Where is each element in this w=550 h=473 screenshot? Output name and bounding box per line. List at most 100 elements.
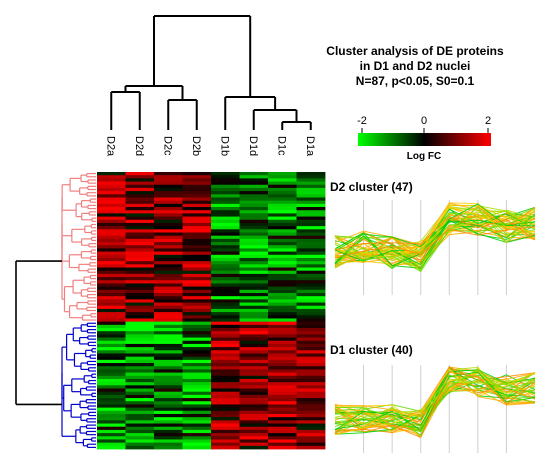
heatmap-cell [239, 210, 269, 214]
heatmap-cell [296, 343, 326, 348]
heatmap-cell [182, 267, 212, 272]
heatmap-cell [211, 407, 240, 412]
heatmap-cell [97, 413, 126, 418]
heatmap-cell [125, 439, 155, 444]
heatmap-cell [239, 420, 269, 424]
heatmap-cell [182, 445, 212, 450]
heatmap-cell [97, 187, 126, 192]
heatmap-cell [97, 267, 126, 272]
heatmap-cell [211, 181, 240, 186]
heatmap-cell [125, 299, 155, 303]
heatmap-cell [268, 229, 297, 233]
heatmap-cell [154, 366, 183, 370]
heatmap-cell [125, 245, 155, 249]
heatmap-cell [296, 261, 326, 265]
heatmap-cell [154, 324, 183, 329]
heatmap-cell [211, 210, 240, 214]
heatmap-cell [268, 328, 297, 332]
heatmap-cell [154, 226, 183, 230]
heatmap-cell [268, 356, 297, 361]
heatmap-cell [125, 388, 155, 393]
heatmap-cell [154, 417, 183, 421]
heatmap-cell [154, 410, 183, 415]
heatmap-cell [182, 391, 212, 396]
heatmap-cell [211, 257, 240, 262]
heatmap-cell [182, 226, 212, 230]
heatmap-cell [154, 331, 183, 335]
heatmap-cell [211, 420, 240, 424]
heatmap-cell [239, 445, 269, 450]
heatmap-cell [97, 366, 126, 370]
heatmap-cell [211, 305, 240, 310]
heatmap-cell [239, 270, 269, 275]
heatmap-cell [239, 363, 269, 367]
heatmap-cell [239, 191, 269, 195]
heatmap-cell [125, 277, 155, 281]
heatmap-cell [268, 207, 297, 211]
heatmap-cell [182, 273, 212, 278]
heatmap-cell [296, 251, 326, 256]
profile-line [334, 215, 536, 273]
heatmap-cell [211, 337, 240, 342]
heatmap-cell [268, 296, 297, 300]
heatmap-cell [154, 420, 183, 424]
heatmap-cell [97, 442, 126, 447]
heatmap-cell [296, 328, 326, 332]
profile-line [334, 371, 536, 438]
heatmap-cell [211, 232, 240, 237]
heatmap-cell [97, 194, 126, 198]
heatmap-cell [154, 270, 183, 275]
heatmap-cell [296, 232, 326, 237]
heatmap-cell [97, 257, 126, 262]
d2-profile-plot [334, 200, 536, 295]
heatmap-cell [182, 299, 212, 303]
heatmap-cell [182, 264, 212, 268]
heatmap-cell [211, 356, 240, 361]
heatmap-cell [239, 318, 269, 323]
heatmap-cell [154, 401, 183, 405]
heatmap-cell [296, 267, 326, 272]
heatmap-cell [296, 312, 326, 316]
heatmap-cell [268, 369, 297, 373]
heatmap-cell [97, 433, 126, 437]
heatmap-cell [268, 331, 297, 335]
heatmap-cell [239, 366, 269, 370]
heatmap-cell [296, 429, 326, 434]
heatmap-cell [239, 187, 269, 192]
d1-profile-plot [334, 365, 536, 453]
heatmap-cell [125, 382, 155, 386]
heatmap-cell [154, 423, 183, 428]
heatmap-cell [182, 439, 212, 444]
heatmap-cell [211, 264, 240, 268]
heatmap-cell [182, 238, 212, 243]
heatmap-cell [296, 200, 326, 205]
heatmap-cell [97, 334, 126, 338]
heatmap-cell [296, 210, 326, 214]
heatmap-cell [97, 436, 126, 440]
legend-tick-low: -2 [357, 115, 367, 127]
heatmap-cell [154, 175, 183, 179]
heatmap-cell [239, 299, 269, 303]
heatmap-cell [239, 238, 269, 243]
heatmap-cell [239, 251, 269, 256]
heatmap-cell [239, 331, 269, 335]
heatmap-cell [154, 433, 183, 437]
heatmap-cell [182, 394, 212, 399]
heatmap-cell [182, 232, 212, 237]
heatmap-cell [296, 302, 326, 307]
heatmap-cell [296, 286, 326, 291]
heatmap-cell [125, 308, 155, 313]
heatmap-cell [125, 267, 155, 272]
heatmap-cell [154, 277, 183, 281]
heatmap-cell [154, 178, 183, 182]
heatmap-cell [268, 172, 297, 176]
heatmap-cell [211, 229, 240, 233]
heatmap-cell [268, 321, 297, 326]
heatmap-cell [154, 439, 183, 444]
heatmap-cell [125, 442, 155, 447]
heatmap-cell [154, 245, 183, 249]
heatmap-cell [296, 363, 326, 367]
heatmap-cell [211, 245, 240, 249]
heatmap-cell [154, 219, 183, 224]
